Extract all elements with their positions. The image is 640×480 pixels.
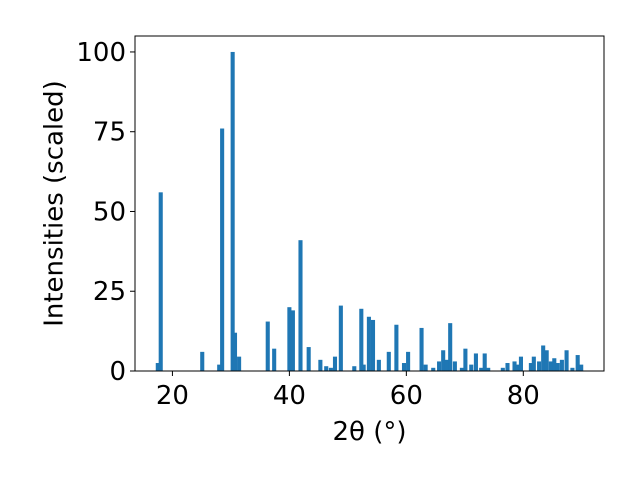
bar bbox=[423, 364, 428, 371]
bar bbox=[332, 356, 338, 371]
bars-layer bbox=[155, 51, 584, 371]
bar bbox=[482, 353, 487, 371]
x-tick-label: 80 bbox=[507, 381, 540, 411]
bar bbox=[500, 367, 505, 371]
bar bbox=[220, 128, 225, 371]
x-tick-label: 20 bbox=[156, 381, 189, 411]
y-tick-label: 100 bbox=[76, 38, 126, 68]
bar bbox=[512, 361, 517, 371]
bar bbox=[352, 366, 357, 371]
bar bbox=[232, 332, 238, 371]
bar bbox=[158, 192, 163, 371]
bar bbox=[287, 307, 292, 371]
x-axis-label: 2θ (°) bbox=[332, 417, 406, 447]
bar bbox=[338, 305, 343, 371]
y-tick-label: 75 bbox=[93, 118, 126, 148]
bar bbox=[328, 367, 333, 371]
bar bbox=[537, 361, 542, 371]
bar bbox=[324, 366, 329, 371]
bar bbox=[469, 364, 474, 371]
bar bbox=[548, 361, 553, 371]
bar bbox=[452, 361, 457, 371]
bar bbox=[459, 367, 464, 371]
bar bbox=[298, 240, 303, 371]
y-tick-label: 25 bbox=[93, 277, 126, 307]
bar bbox=[441, 350, 446, 371]
y-axis-label: Intensities (scaled) bbox=[40, 80, 70, 327]
bar bbox=[448, 323, 453, 371]
bar bbox=[217, 364, 222, 371]
bar bbox=[518, 356, 523, 371]
bar bbox=[376, 359, 381, 371]
bar bbox=[463, 348, 468, 371]
bar bbox=[230, 51, 235, 371]
bar bbox=[579, 364, 584, 371]
y-tick-label: 50 bbox=[93, 197, 126, 227]
x-tick-label: 60 bbox=[390, 381, 423, 411]
bar bbox=[272, 348, 277, 371]
bar bbox=[531, 356, 536, 371]
bar bbox=[473, 353, 478, 371]
bar bbox=[290, 310, 295, 371]
bar bbox=[544, 350, 549, 371]
ticks-layer: 20 40 60 80 0 25 50 75 100 bbox=[76, 38, 539, 411]
bar bbox=[370, 319, 376, 371]
x-tick-label: 40 bbox=[273, 381, 306, 411]
bar bbox=[486, 367, 491, 371]
bar bbox=[419, 327, 424, 371]
bar bbox=[575, 355, 580, 371]
bar bbox=[437, 361, 442, 371]
bar bbox=[366, 316, 371, 371]
bar bbox=[306, 347, 311, 371]
bar bbox=[200, 351, 205, 371]
bar bbox=[406, 351, 411, 371]
bar bbox=[431, 367, 436, 371]
y-tick-label: 0 bbox=[109, 357, 126, 387]
bar bbox=[559, 359, 564, 371]
bar bbox=[386, 351, 391, 371]
plot-frame bbox=[134, 35, 605, 372]
bar bbox=[359, 308, 364, 371]
bar bbox=[155, 363, 160, 371]
bar bbox=[552, 358, 557, 371]
bar bbox=[505, 363, 510, 371]
bar bbox=[555, 363, 560, 371]
bar bbox=[318, 359, 323, 371]
bar bbox=[265, 321, 270, 371]
bar bbox=[570, 367, 575, 371]
bar bbox=[401, 363, 407, 371]
bar bbox=[564, 350, 569, 371]
bar bbox=[479, 367, 484, 371]
bar bbox=[515, 364, 520, 371]
bar bbox=[394, 324, 399, 371]
bar bbox=[541, 345, 546, 371]
bar bbox=[528, 363, 533, 371]
bar bbox=[237, 356, 242, 371]
bar bbox=[361, 364, 366, 371]
bar bbox=[444, 359, 449, 371]
